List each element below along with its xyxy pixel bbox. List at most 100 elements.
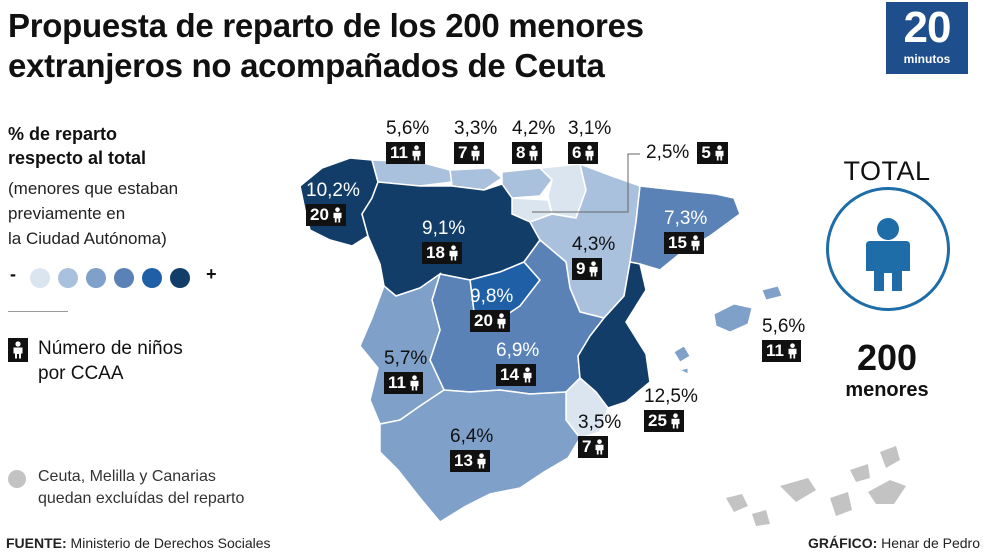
logo-word: minutos: [903, 52, 951, 66]
label-galicia: 10,2% 20: [306, 180, 360, 226]
child-icon: [788, 343, 797, 359]
page-title: Propuesta de reparto de los 200 menores …: [8, 6, 868, 86]
count-castilla-la-mancha: 14: [496, 364, 536, 386]
pct-asturias: 5,6%: [386, 118, 430, 139]
child-icon: [471, 145, 480, 161]
pct-extremadura: 5,7%: [384, 348, 428, 369]
count-madrid: 20: [470, 310, 510, 332]
kid-legend: Número de niños por CCAA: [8, 336, 248, 392]
scale-swatch-1: [30, 268, 50, 288]
count-andalucia: 13: [450, 450, 490, 472]
excluded-note: Ceuta, Melilla y Canarias quedan excluíd…: [8, 466, 308, 512]
count-madrid-value: 20: [474, 311, 493, 330]
total-title: TOTAL: [843, 156, 931, 186]
child-icon: [529, 145, 538, 161]
count-extremadura-value: 11: [388, 373, 406, 392]
total-unit: menores: [845, 379, 929, 401]
label-extremadura: 5,7% 11: [384, 348, 427, 394]
label-murcia: 3,5% 7: [578, 412, 621, 458]
label-andalucia: 6,4% 13: [450, 426, 493, 472]
pct-aragon: 4,3%: [572, 234, 616, 255]
legend-note-line-2: previamente en: [8, 204, 126, 223]
legend-note-line-3: la Ciudad Autónoma): [8, 229, 167, 248]
region-cantabria: [449, 167, 504, 191]
pct-cantabria: 3,3%: [454, 118, 498, 139]
source-text: Ministerio de Derechos Sociales: [66, 535, 271, 551]
child-icon: [497, 313, 506, 329]
child-icon: [412, 145, 421, 161]
child-icon: [589, 261, 598, 277]
credit-label: GRÁFICO:: [808, 535, 878, 551]
label-navarra: 3,1% 6: [568, 118, 611, 164]
label-cataluna: 7,3% 15: [664, 208, 707, 254]
region-canarias-3: [780, 478, 816, 502]
child-icon: [595, 439, 604, 455]
region-canarias-7: [752, 510, 770, 526]
label-valencia: 12,5% 25: [644, 386, 698, 432]
count-cantabria-value: 7: [458, 143, 468, 162]
region-canarias-1: [880, 446, 900, 468]
scale-swatch-3: [86, 268, 106, 288]
count-asturias: 11: [386, 142, 425, 164]
scale-swatch-5: [142, 268, 162, 288]
legend-note: (menores que estaban previamente en la C…: [8, 176, 228, 251]
brand-logo[interactable]: 20 minutos: [886, 2, 968, 74]
child-icon: [410, 375, 419, 391]
logo-number: 20: [903, 3, 952, 52]
label-la-rioja: 2,5% 5: [646, 142, 728, 164]
pct-castilla-la-mancha: 6,9%: [496, 340, 540, 361]
excluded-swatch: [8, 470, 26, 488]
count-asturias-value: 11: [390, 143, 408, 162]
region-baleares-ibiza: [673, 345, 691, 363]
label-madrid: 9,8% 20: [470, 286, 513, 332]
label-asturias: 5,6% 11: [386, 118, 429, 164]
count-navarra-value: 6: [572, 143, 582, 162]
la-rioja-row: 2,5% 5: [646, 142, 728, 164]
region-canarias-6: [726, 494, 748, 512]
pct-galicia: 10,2%: [306, 180, 360, 201]
count-pais-vasco-value: 8: [516, 143, 526, 162]
child-icon: [449, 245, 458, 261]
child-icon: [691, 235, 700, 251]
label-castilla-la-mancha: 6,9% 14: [496, 340, 539, 386]
count-andalucia-value: 13: [454, 451, 473, 470]
label-castilla-leon: 9,1% 18: [422, 218, 465, 264]
pct-castilla-leon: 9,1%: [422, 218, 466, 239]
count-aragon: 9: [572, 258, 603, 280]
scale-swatch-4: [114, 268, 134, 288]
scale-swatch-6: [170, 268, 190, 288]
source-credit: FUENTE: Ministerio de Derechos Sociales: [6, 535, 271, 551]
total-circle: [826, 187, 950, 311]
kid-legend-line-2: por CCAA: [38, 363, 124, 384]
legend-title-line-2: respecto al total: [8, 148, 147, 168]
legend-title: % de reparto respecto al total: [8, 122, 208, 170]
pct-la-rioja: 2,5%: [646, 142, 690, 163]
color-scale: - +: [8, 264, 238, 290]
legend-divider: [8, 311, 68, 312]
child-icon: [585, 145, 594, 161]
label-aragon: 4,3% 9: [572, 234, 615, 280]
scale-max-label: +: [206, 264, 217, 284]
excluded-line-1: Ceuta, Melilla y Canarias: [38, 468, 216, 485]
pct-valencia: 12,5%: [644, 386, 698, 407]
graphic-credit: GRÁFICO: Henar de Pedro: [808, 535, 980, 551]
child-icon: [671, 413, 680, 429]
count-aragon-value: 9: [576, 259, 586, 278]
count-navarra: 6: [568, 142, 599, 164]
count-castilla-leon: 18: [422, 242, 462, 264]
child-icon: [8, 338, 28, 362]
count-valencia: 25: [644, 410, 684, 432]
pct-cataluna: 7,3%: [664, 208, 708, 229]
region-canarias-4: [830, 492, 852, 516]
child-icon: [866, 218, 910, 291]
label-pais-vasco: 4,2% 8: [512, 118, 555, 164]
scale-swatch-2: [58, 268, 78, 288]
credit-text: Henar de Pedro: [877, 535, 980, 551]
pct-andalucia: 6,4%: [450, 426, 494, 447]
excluded-line-2: quedan excluídas del reparto: [38, 490, 245, 507]
child-icon: [523, 367, 532, 383]
region-canarias-2: [850, 464, 870, 482]
region-baleares-formentera: [678, 367, 689, 375]
source-label: FUENTE:: [6, 535, 67, 551]
